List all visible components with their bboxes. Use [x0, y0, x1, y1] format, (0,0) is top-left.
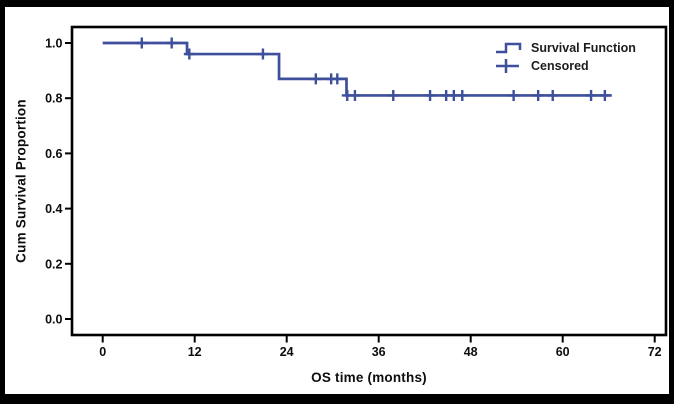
legend-item-survival-function: Survival Function: [493, 39, 636, 56]
legend-label: Survival Function: [531, 40, 636, 55]
plus-icon: [493, 58, 531, 74]
y-tick-label: 0.4: [45, 202, 62, 216]
x-tick-label: 48: [464, 345, 478, 359]
x-tick-label: 60: [556, 345, 570, 359]
y-tick-label: 0.2: [45, 257, 62, 271]
y-tick-label: 0.8: [45, 92, 62, 106]
x-tick-label: 36: [372, 345, 386, 359]
y-tick-label: 0.0: [45, 313, 62, 327]
legend: Survival Function Censored: [493, 39, 636, 74]
y-axis-title: Cum Survival Proportion: [13, 99, 29, 263]
legend-label: Censored: [531, 58, 589, 73]
x-axis-title: OS time (months): [311, 370, 427, 385]
legend-item-censored: Censored: [493, 57, 636, 74]
censored-marks: [136, 37, 611, 101]
figure-canvas: [5, 7, 669, 394]
step-line-icon: [493, 40, 531, 56]
y-tick-label: 0.6: [45, 147, 62, 161]
x-tick-label: 0: [99, 345, 106, 359]
plot-border: [70, 25, 668, 337]
x-tick-label: 12: [188, 345, 202, 359]
x-tick-label: 72: [648, 345, 662, 359]
y-tick-label: 1.0: [45, 37, 62, 51]
x-tick-label: 24: [280, 345, 294, 359]
